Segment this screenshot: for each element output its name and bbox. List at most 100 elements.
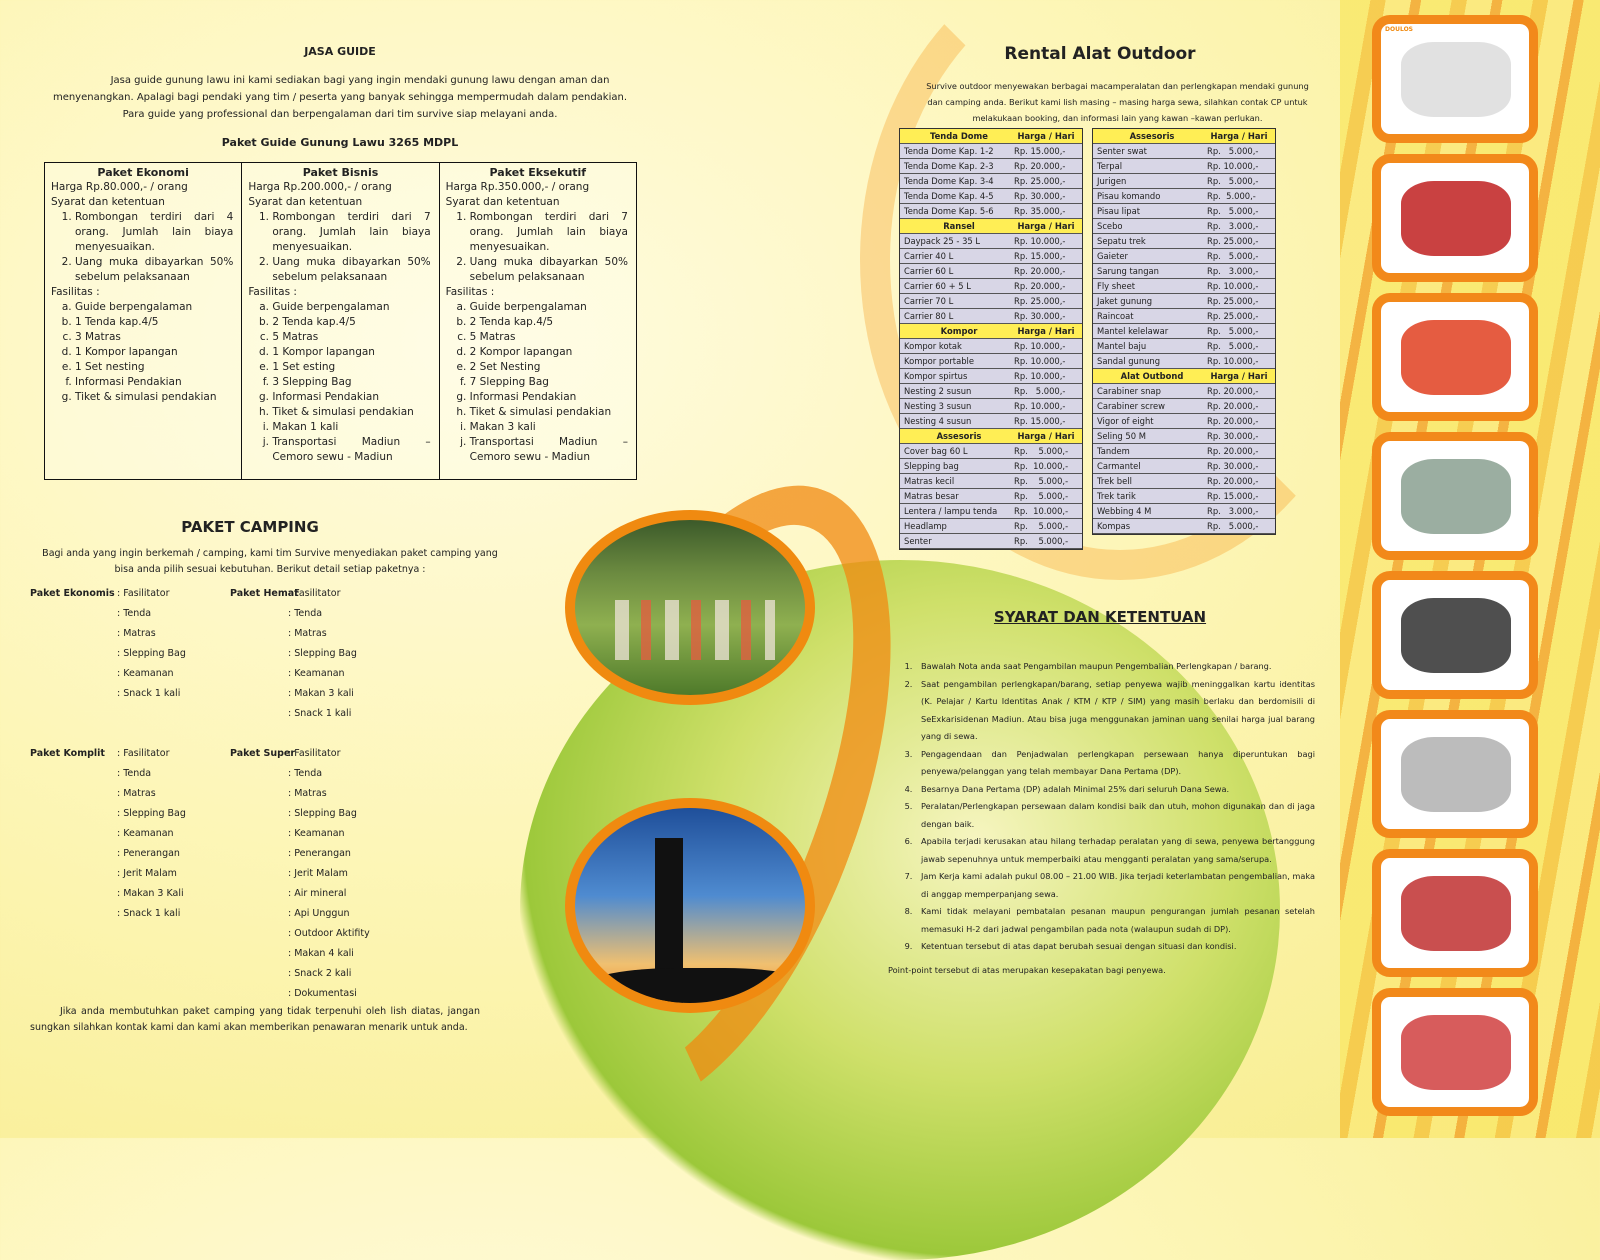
price-header: Harga / Hari <box>1017 221 1075 231</box>
package-name: Paket Bisnis <box>302 166 379 179</box>
backpack-photo <box>1372 988 1538 1116</box>
rental-row: Matras kecil Rp. 5.000,- <box>900 474 1082 489</box>
item-name: Nesting 4 susun <box>904 416 972 426</box>
item-name: Sepatu trek <box>1097 236 1146 246</box>
rental-row: Carrier 40 L Rp. 15.000,- <box>900 249 1082 264</box>
dome-tent-image <box>1401 459 1511 534</box>
category-name: Ransel <box>943 221 975 231</box>
price-header: Harga / Hari <box>1017 326 1075 336</box>
fasilitas-item: Guide berpengalaman <box>272 300 430 315</box>
item-name: Lentera / lampu tenda <box>904 506 998 516</box>
term-item: Besarnya Dana Pertama (DP) adalah Minima… <box>915 781 1315 799</box>
term-item: Apabila terjadi kerusakan atau hilang te… <box>915 833 1315 868</box>
item-name: Jaket gunung <box>1097 296 1153 306</box>
fasilitas-item: Guide berpengalaman <box>470 300 628 315</box>
item-name: Scebo <box>1097 221 1123 231</box>
category-name: Tenda Dome <box>930 131 988 141</box>
item-price: Rp. 5.000,- <box>1207 341 1259 351</box>
item-price: Rp. 10.000,- <box>1014 341 1066 351</box>
summit-silhouette-photo <box>565 798 815 1013</box>
item-price: Rp. 5.000,- <box>1207 191 1256 201</box>
rental-row: Slepping bag Rp. 10.000,- <box>900 459 1082 474</box>
camping-item: : Tenda <box>288 768 323 779</box>
price-header: Harga / Hari <box>1210 131 1268 141</box>
rental-row: Carabiner snap Rp. 20.000,- <box>1093 384 1275 399</box>
camping-package-items: : Fasilitator: Tenda: Matras: Slepping B… <box>288 584 357 724</box>
fasilitas-item: 1 Kompor lapangan <box>75 345 233 360</box>
fasilitas-item: 2 Kompor lapangan <box>470 345 628 360</box>
item-name: Terpal <box>1097 161 1123 171</box>
rental-table-left: Tenda Dome Harga / Hari Tenda Dome Kap. 1-… <box>899 128 1083 550</box>
item-price: Rp. 20.000,- <box>1207 476 1259 486</box>
camping-item: : Slepping Bag <box>288 648 357 659</box>
rental-row: Lentera / lampu tenda Rp. 10.000,- <box>900 504 1082 519</box>
fasilitas-item: Guide berpengalaman <box>75 300 233 315</box>
item-name: Senter swat <box>1097 146 1147 156</box>
terms-footer: Point-point tersebut di atas merupakan k… <box>888 965 1166 975</box>
fasilitas-item: Makan 3 kali <box>470 420 628 435</box>
item-name: Cover bag 60 L <box>904 446 968 456</box>
camping-item: : Slepping Bag <box>288 808 357 819</box>
item-name: Carrier 40 L <box>904 251 954 261</box>
item-name: Carabiner snap <box>1097 386 1161 396</box>
rental-row: Tenda Dome Kap. 2-3 Rp. 20.000,- <box>900 159 1082 174</box>
category-name: Kompor <box>940 326 978 336</box>
camping-item: : Snack 1 kali <box>117 908 181 919</box>
camping-item: : Fasilitator <box>117 748 170 759</box>
item-name: Nesting 3 susun <box>904 401 972 411</box>
camping-item: : Penerangan <box>288 848 351 859</box>
gas-stove-image <box>1401 181 1511 256</box>
item-name: Seling 50 M <box>1097 431 1146 441</box>
package-price: Harga Rp.350.000,- / orang <box>445 181 590 193</box>
sleeping-bag-photo <box>1372 293 1538 421</box>
camping-item: : Penerangan <box>117 848 180 859</box>
term-item: Bawalah Nota anda saat Pengambilan maupu… <box>915 658 1315 676</box>
rental-category-header: Alat Outbond Harga / Hari <box>1093 369 1275 384</box>
item-price: Rp. 30.000,- <box>1014 311 1066 321</box>
camping-item: : Jerit Malam <box>288 868 348 879</box>
portable-stove-photo <box>1372 710 1538 838</box>
item-price: Rp. 30.000,- <box>1207 461 1259 471</box>
camping-item: : Fasilitator <box>288 588 341 599</box>
term-item: Peralatan/Perlengkapan persewaan dalam k… <box>915 798 1315 833</box>
item-price: Rp. 35.000,- <box>1014 206 1066 216</box>
camping-package-name: Paket Ekonomis <box>30 588 115 599</box>
fasilitas-item: 3 Matras <box>75 330 233 345</box>
item-price: Rp. 10.000,- <box>1014 356 1066 366</box>
item-name: Trek tarik <box>1097 491 1136 501</box>
item-price: Rp. 20.000,- <box>1207 446 1259 456</box>
camping-item: : Fasilitator <box>288 748 341 759</box>
item-price: Rp. 20.000,- <box>1014 266 1066 276</box>
item-name: Webbing 4 M <box>1097 506 1152 516</box>
package-name: Paket Ekonomi <box>97 166 189 179</box>
fasilitas-item: 5 Matras <box>470 330 628 345</box>
item-name: Carrier 70 L <box>904 296 954 306</box>
rental-row: Daypack 25 - 35 L Rp. 10.000,- <box>900 234 1082 249</box>
item-name: Carrier 80 L <box>904 311 954 321</box>
syarat-list: Rombongan terdiri dari 7 orang. Jumlah l… <box>470 210 630 285</box>
term-item: Pengagendaan dan Penjadwalan perlengkapa… <box>915 746 1315 781</box>
rental-category-header: Assesoris Harga / Hari <box>900 429 1082 444</box>
jasa-guide-title: JASA GUIDE <box>304 45 376 58</box>
syarat-title: SYARAT DAN KETENTUAN <box>993 608 1207 626</box>
item-price: Rp. 10.000,- <box>1207 161 1259 171</box>
rental-row: Nesting 2 susun Rp. 5.000,- <box>900 384 1082 399</box>
camping-item: : Matras <box>288 628 327 639</box>
camping-item: : Makan 3 Kali <box>117 888 184 899</box>
rental-row: Nesting 4 susun Rp. 15.000,- <box>900 414 1082 429</box>
camping-item: : Snack 1 kali <box>117 688 181 699</box>
fasilitas-list: Guide berpengalaman2 Tenda kap.4/55 Matr… <box>470 300 630 465</box>
fasilitas-item: 1 Set esting <box>272 360 430 375</box>
rental-category-header: Assesoris Harga / Hari <box>1093 129 1275 144</box>
rental-row: Fly sheet Rp. 10.000,- <box>1093 279 1275 294</box>
item-price: Rp. 10.000,- <box>1207 356 1259 366</box>
syarat-item: Rombongan terdiri dari 7 orang. Jumlah l… <box>470 210 628 255</box>
fasilitas-item: 2 Tenda kap.4/5 <box>470 315 628 330</box>
fasilitas-item: Transportasi Madiun – Cemoro sewu - Madi… <box>272 435 430 465</box>
fasilitas-item: 2 Tenda kap.4/5 <box>272 315 430 330</box>
price-header: Harga / Hari <box>1017 131 1075 141</box>
camping-item: : Snack 2 kali <box>288 968 352 979</box>
fasilitas-item: 1 Tenda kap.4/5 <box>75 315 233 330</box>
item-price: Rp. 5.000,- <box>1014 476 1069 486</box>
item-price: Rp. 10.000,- <box>1207 281 1259 291</box>
